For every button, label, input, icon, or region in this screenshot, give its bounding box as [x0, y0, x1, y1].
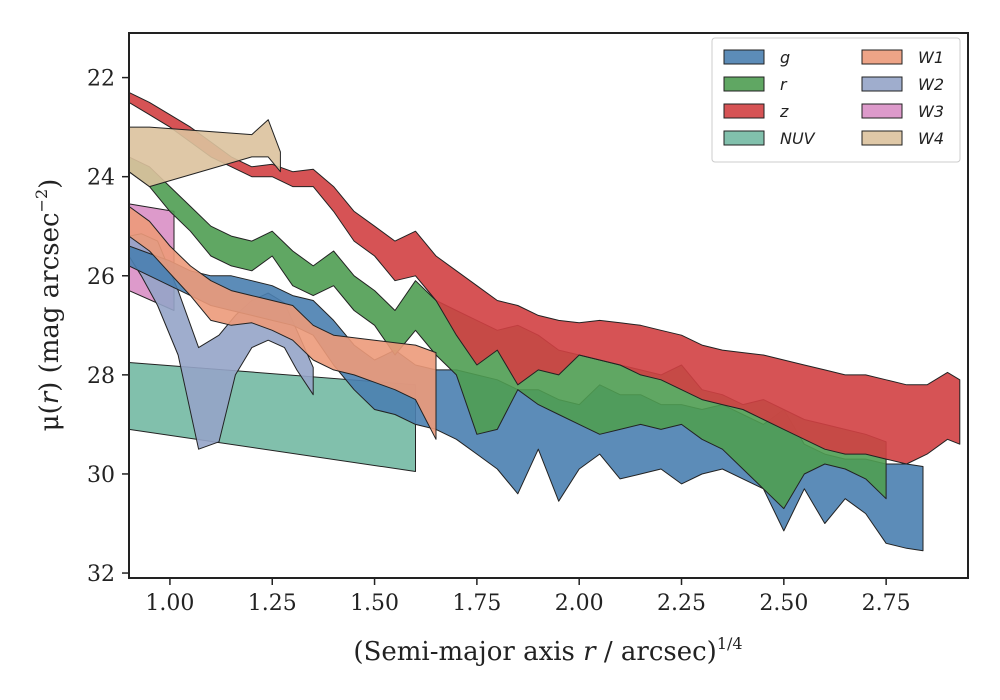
- x-tick-label: 2.25: [657, 591, 706, 616]
- legend-swatch: [723, 49, 765, 65]
- band-z: [129, 92, 961, 465]
- legend-swatch: [861, 49, 903, 65]
- legend-swatch: [723, 103, 765, 119]
- x-axis-label: (Semi-major axis r / arcsec)1/4: [353, 634, 742, 667]
- x-tick-label: 1.00: [145, 591, 194, 616]
- x-tick-label: 2.75: [862, 591, 911, 616]
- band-w1: [129, 205, 437, 440]
- x-tick-label: 2.00: [555, 591, 604, 616]
- legend-swatch: [723, 76, 765, 92]
- legend-swatch: [861, 76, 903, 92]
- legend-label: W3: [918, 102, 944, 121]
- y-tick-label: 30: [87, 463, 115, 488]
- bands-layer: [129, 92, 961, 552]
- x-tick-label: 1.75: [452, 591, 501, 616]
- legend-item-w2: W2: [861, 75, 944, 94]
- legend-label: W1: [918, 48, 944, 67]
- plot-frame: [128, 32, 969, 579]
- legend-label: NUV: [780, 129, 816, 148]
- x-tick-label: 1.25: [248, 591, 297, 616]
- y-tick-label: 26: [87, 265, 115, 290]
- legend-label: W2: [918, 75, 944, 94]
- legend-item-r: r: [723, 75, 788, 94]
- legend: grz NUV W1 W2 W3 W4: [711, 37, 961, 163]
- legend-label: r: [780, 75, 788, 94]
- legend-item-w3: W3: [861, 102, 944, 121]
- y-tick-label: 22: [87, 67, 115, 92]
- legend-swatch: [723, 130, 765, 146]
- legend-item-z: z: [723, 102, 789, 121]
- legend-label: g: [780, 48, 790, 67]
- band-w4: [129, 119, 281, 188]
- y-tick-label: 32: [87, 562, 115, 587]
- legend-item-nuv: NUV: [723, 129, 816, 148]
- ticks-layer: 1.00 1.25 1.50 1.75 2.00 2.25 2.50 2.75 22 24 26 28…: [87, 67, 911, 616]
- y-axis-label: μ(r) (mag arcsec−2): [32, 179, 65, 432]
- legend-swatch: [861, 103, 903, 119]
- legend-item-w4: W4: [861, 129, 944, 148]
- legend-swatch: [861, 130, 903, 146]
- y-tick-label: 28: [87, 364, 115, 389]
- legend-item-g: g: [723, 48, 790, 67]
- x-tick-label: 1.50: [350, 591, 399, 616]
- y-tick-label: 24: [87, 166, 115, 191]
- legend-label: W4: [918, 129, 944, 148]
- legend-item-w1: W1: [861, 48, 944, 67]
- legend-label: z: [779, 102, 789, 121]
- x-tick-label: 2.50: [759, 591, 808, 616]
